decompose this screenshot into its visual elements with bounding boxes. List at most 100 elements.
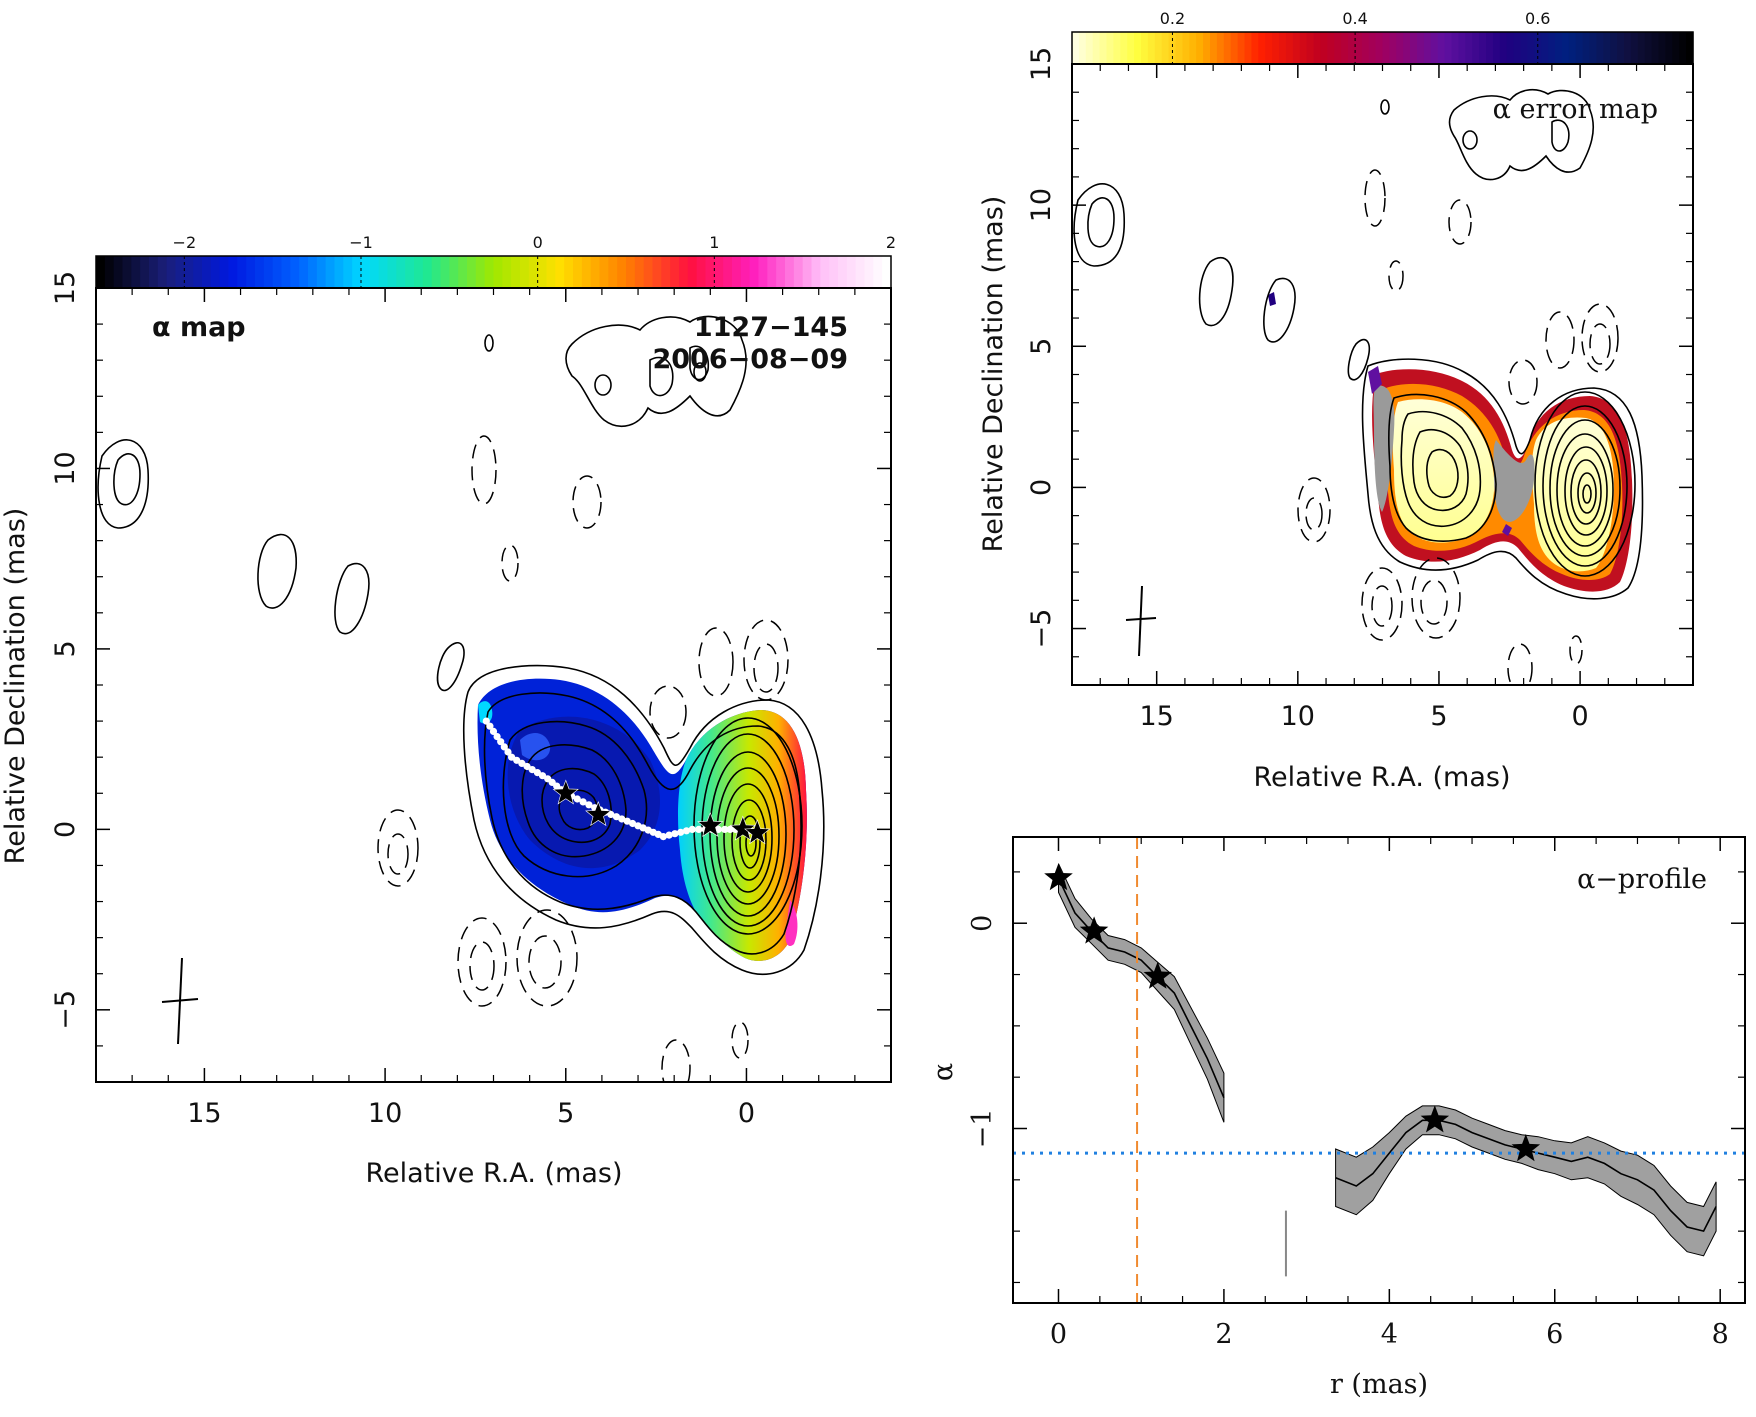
alpha-map-colorbar-segment [776, 256, 786, 288]
alpha-map-x-tick-label: 0 [738, 1098, 755, 1129]
alpha-profile-ylabel: α [928, 1063, 959, 1081]
alpha-map-colorbar-segment [502, 256, 512, 288]
alpha-map-colorbar-segment [873, 256, 883, 288]
alpha-error-map-colorbar-segment [1548, 32, 1556, 64]
alpha-map-colorbar-segment [369, 256, 380, 288]
ridge-point [585, 801, 593, 809]
alpha-map-colorbar-segment [202, 256, 212, 288]
alpha-error-map-colorbar-segment [1113, 32, 1121, 64]
alpha-map-colorbar-segment [325, 256, 336, 288]
alpha-map-ylabel: Relative Declination (mas) [0, 508, 31, 865]
ridge-point [500, 743, 508, 751]
source-label: 1127−145 [694, 312, 848, 343]
alpha-map-y-tick-label: 10 [50, 451, 81, 485]
core-pink-edge [785, 900, 798, 947]
alpha-error-map-colorbar-segment [1085, 32, 1094, 64]
alpha-error-map-colorbar-segment [1534, 32, 1542, 64]
alpha-error-map-colorbar-segment [1486, 32, 1494, 64]
ridge-point [493, 733, 501, 741]
alpha-map-beam-cross [161, 957, 199, 1045]
alpha-error-map-colorbar-segment [1361, 32, 1370, 64]
component-star [729, 815, 757, 841]
jet-cyan-edge [478, 701, 493, 724]
component-star [585, 801, 612, 827]
error-grey-saddle [1493, 440, 1535, 522]
alpha-error-map-colorbar-segment [1665, 32, 1673, 64]
alpha-profile-error-band [1335, 1105, 1717, 1257]
alpha-error-map-colorbar-segment [1175, 32, 1183, 64]
alpha-map-colorbar-segment [793, 256, 804, 288]
alpha-map-colorbar-segment [131, 256, 141, 288]
alpha-map-plot [97, 315, 825, 1082]
alpha-map-colorbar-segment [846, 256, 857, 288]
alpha-map-colorbar-segment [449, 256, 459, 288]
alpha-profile-y-tick-label: −1 [967, 1109, 998, 1149]
alpha-error-map-colorbar-segment [1479, 32, 1487, 64]
alpha-map-colorbar-segment [193, 256, 203, 288]
alpha-map-colorbar-segment [475, 256, 486, 288]
alpha-map-colorbar-segment [422, 256, 433, 288]
alpha-error-map-colorbar-segment [1141, 32, 1149, 64]
alpha-map-colorbar-segment [352, 256, 362, 288]
alpha-error-map-colorbar-segment [1237, 32, 1246, 64]
error-purple-patch [1368, 366, 1382, 394]
alpha-profile-star [1079, 916, 1109, 944]
alpha-map-contours [97, 315, 825, 975]
alpha-error-map-colorbar-segment [1120, 32, 1128, 64]
alpha-error-map-colorbar-segment [1430, 32, 1439, 64]
alpha-error-map-colorbar-segment [1196, 32, 1204, 64]
alpha-error-map-colorbar-segment [1272, 32, 1280, 64]
alpha-error-map-colorbar-segment [1624, 32, 1632, 64]
alpha-map-colorbar-segment [184, 256, 194, 288]
alpha-error-map-colorbar-segment [1306, 32, 1315, 64]
alpha-map-colorbar-segment [414, 256, 424, 288]
alpha-profile-line [1057, 877, 1225, 1099]
alpha-map-colorbar-segment [96, 256, 106, 288]
ridge-point [497, 738, 505, 746]
alpha-error-map-colorbar-segment [1568, 32, 1577, 64]
alpha-error-map-colorbar-segment [1644, 32, 1653, 64]
alpha-error-map-colorbar-segment [1106, 32, 1114, 64]
alpha-map-colorbar-segment [652, 256, 662, 288]
alpha-profile-star [1420, 1105, 1450, 1133]
alpha-map-colorbar-segment [387, 256, 397, 288]
alpha-error-map-x-tick-label: 5 [1430, 701, 1447, 732]
ridge-point [695, 825, 703, 834]
alpha-error-map-colorbar-segment [1527, 32, 1535, 64]
ridge-point [623, 817, 631, 825]
alpha-map-colorbar-segment [564, 256, 574, 288]
alpha-error-map-colorbar-segment [1506, 32, 1515, 64]
alpha-error-map-colorbar-segment [1216, 32, 1225, 64]
alpha-map-negative-contours [377, 435, 789, 1082]
alpha-map-y-tick-label: −5 [50, 990, 81, 1030]
ridge-point [682, 827, 691, 835]
alpha-error-map-colorbar-segment [1541, 32, 1549, 64]
alpha-error-map-colorbar-segment [1492, 32, 1501, 64]
alpha-map-component-stars [552, 779, 771, 845]
alpha-error-map-ylabel: Relative Declination (mas) [978, 196, 1009, 553]
alpha-map-colorbar-segment [520, 256, 530, 288]
alpha-map-colorbar-segment [299, 256, 309, 288]
alpha-map-colorbar-segment [820, 256, 830, 288]
alpha-error-map-colorbar-segment [1499, 32, 1508, 64]
alpha-error-map-colorbar-segment [1451, 32, 1459, 64]
alpha-error-map-panel: 0.2 0.4 0.6 15 10 5 0 −5 0 5 10 15 α error map Rel… [978, 9, 1694, 793]
alpha-error-map-x-tick-label: 10 [1281, 701, 1315, 732]
ridge-point [513, 756, 521, 764]
alpha-error-map-colorbar-segment [1630, 32, 1639, 64]
ridge-point [482, 717, 490, 725]
alpha-map-colorbar-segment [537, 256, 548, 288]
alpha-profile-y-tick-label: 0 [967, 915, 998, 932]
alpha-error-map-colorbar-segment [1230, 32, 1239, 64]
alpha-map-y-tick-label: 5 [50, 640, 81, 657]
alpha-map-colorbar-segment [361, 256, 371, 288]
alpha-error-map-colorbar-segment [1617, 32, 1625, 64]
alpha-error-map-annotation: α error map [1493, 94, 1658, 125]
component-star [552, 779, 579, 805]
alpha-map-colorbar-segment [237, 256, 247, 288]
alpha-error-map-colorbar-segment [1182, 32, 1190, 64]
alpha-error-map-y-tick-label: 15 [1026, 47, 1057, 81]
alpha-map-colorbar-segment [785, 256, 795, 288]
alpha-error-map-colorbar-segment [1603, 32, 1611, 64]
